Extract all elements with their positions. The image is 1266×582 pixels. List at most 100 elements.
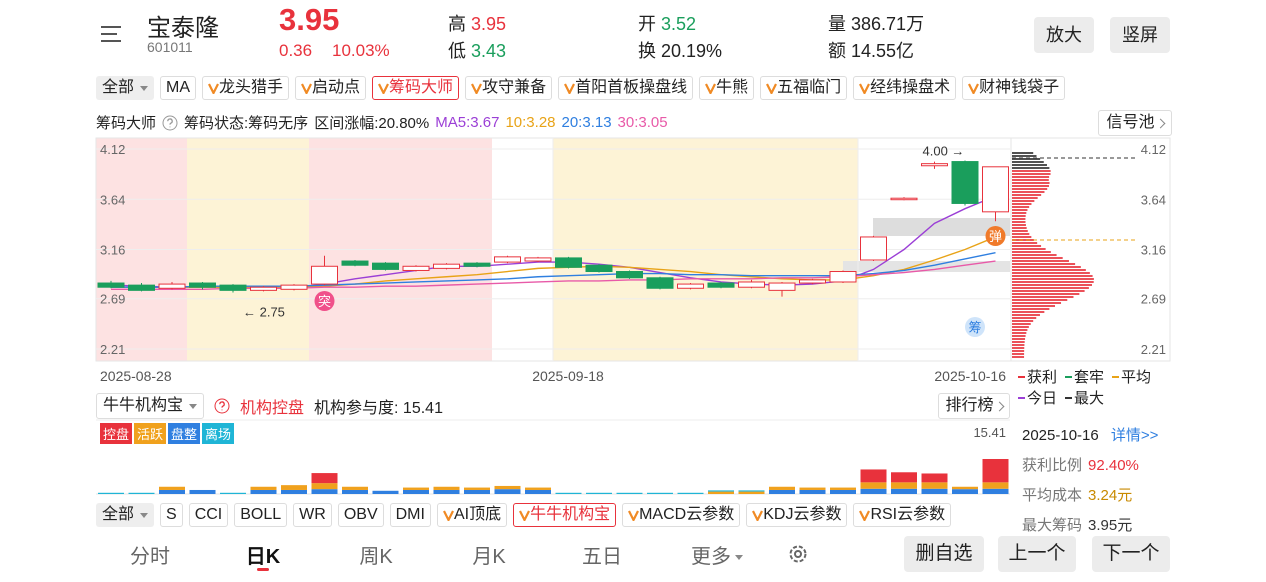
chip-date: 2025-10-16 — [1022, 427, 1099, 444]
label: 换 — [638, 41, 656, 61]
inst-bar — [677, 492, 704, 494]
action-button[interactable]: 删自选 — [904, 536, 984, 572]
label: 启动点 — [312, 79, 361, 96]
tab[interactable]: 五日 — [582, 546, 622, 568]
candle-body — [555, 257, 582, 268]
candle-body — [311, 265, 338, 285]
menu-icon[interactable] — [101, 26, 121, 42]
inst-bar — [616, 492, 643, 494]
high: 3.95 — [471, 14, 507, 34]
label: 获利比例 — [1022, 457, 1083, 474]
candle-body — [402, 265, 430, 271]
indicator-chip[interactable]: 筹码大师 — [372, 76, 460, 100]
indicator-chip[interactable]: 财神钱袋子 — [962, 76, 1066, 100]
chip-bar — [1012, 311, 1045, 313]
tab[interactable]: 日K — [245, 546, 281, 568]
tab[interactable]: 周K — [359, 546, 393, 568]
chip-bar — [1012, 185, 1049, 187]
v-icon — [301, 83, 313, 94]
candle-body — [219, 284, 247, 291]
price: 3.95 — [279, 2, 340, 37]
help-icon[interactable] — [214, 398, 230, 414]
detail-link[interactable]: 详情>> — [1110, 427, 1159, 444]
chip-bar — [1012, 266, 1081, 268]
indicator-chip[interactable]: 龙头猎手 — [202, 76, 290, 100]
chip-bar — [1012, 161, 1044, 163]
indicator-chip[interactable]: CCI — [188, 503, 229, 527]
indicator-chip[interactable]: KDJ云参数 — [746, 503, 848, 527]
inst-dropdown[interactable]: 牛牛机构宝 — [96, 393, 205, 419]
legend-item: 平均 — [1112, 366, 1151, 387]
settings-icon[interactable] — [786, 542, 810, 566]
inst-bar — [433, 489, 460, 494]
indicator-chip[interactable]: DMI — [389, 503, 431, 527]
label: BOLL — [240, 506, 282, 523]
label: 全部 — [102, 506, 135, 523]
tab[interactable]: 更多 — [682, 540, 752, 569]
chip-bar — [1012, 197, 1038, 199]
indicator-chip[interactable]: OBV — [337, 503, 384, 527]
chip-bar — [1012, 188, 1048, 190]
label: MACD云参数 — [639, 506, 735, 523]
indicator-chip[interactable]: 五福临门 — [760, 76, 848, 100]
indicator-chip[interactable]: 攻守兼备 — [465, 76, 553, 100]
label: 开 — [638, 14, 656, 34]
y-tick-label: 2.69 — [100, 292, 125, 307]
y-tick-label: 3.16 — [1141, 243, 1166, 258]
dropdown[interactable]: 全部 — [96, 76, 155, 100]
indicator-chip[interactable]: BOLL — [234, 503, 288, 527]
change: 0.36 — [279, 41, 313, 60]
v-icon — [442, 510, 454, 521]
chip-bar — [1012, 278, 1094, 280]
v-icon — [564, 83, 576, 94]
indicator-chip[interactable]: MA — [160, 76, 197, 100]
legend-label: 平均 — [1121, 369, 1152, 386]
dropdown[interactable]: 全部 — [96, 503, 155, 527]
indicator-chip[interactable]: S — [160, 503, 183, 527]
tab[interactable]: 分时 — [130, 546, 170, 568]
indicator-chip[interactable]: 启动点 — [295, 76, 367, 100]
x-tick-label: 2025-10-16 — [934, 368, 1006, 384]
tab[interactable]: 月K — [472, 546, 506, 568]
candle-body — [524, 257, 552, 262]
indicator-chip[interactable]: MACD云参数 — [622, 503, 741, 527]
signal-button[interactable]: 信号池 — [1098, 110, 1172, 136]
y-tick-label: 15.41 — [973, 425, 1006, 440]
indicator-chip[interactable]: AI顶底 — [436, 503, 508, 527]
value: 92.40% — [1088, 457, 1139, 474]
chip-bar — [1012, 248, 1046, 250]
label: 最大筹码 — [1022, 517, 1083, 534]
label: 牛熊 — [716, 79, 749, 96]
label: 五福临门 — [777, 79, 842, 96]
indicator-chip[interactable]: 牛牛机构宝 — [513, 503, 617, 527]
indicator-chip[interactable]: 首阳首板操盘线 — [558, 76, 694, 100]
indicator-chip[interactable]: RSI云参数 — [853, 503, 952, 527]
label: MA — [166, 79, 191, 96]
inst-bar — [830, 487, 856, 490]
label: OBV — [343, 506, 378, 523]
indicator-chip[interactable]: 经纬操盘术 — [853, 76, 957, 100]
help-icon[interactable] — [162, 115, 178, 131]
candle-body — [585, 264, 613, 273]
inst-bar — [952, 489, 978, 494]
legend-tag: 活跃 — [134, 423, 167, 444]
label: 牛牛机构宝 — [103, 397, 184, 414]
action-button[interactable]: 下一个 — [1092, 536, 1170, 572]
rank-button[interactable]: 排行榜 — [938, 393, 1010, 419]
action-button[interactable]: 上一个 — [998, 536, 1076, 572]
inst-bar — [403, 487, 429, 490]
chip-bar — [1012, 167, 1050, 169]
zoom-button[interactable]: 放大 — [1034, 17, 1094, 53]
inst-bar — [708, 490, 734, 492]
ma-label: 20:3.13 — [561, 114, 612, 131]
portrait-button[interactable]: 竖屏 — [1110, 17, 1170, 53]
indicator-chip[interactable]: 牛熊 — [699, 76, 755, 100]
candle-body — [982, 166, 1009, 213]
indicator-chip[interactable]: WR — [293, 503, 332, 527]
range: 区间涨幅:20.80% — [314, 115, 430, 132]
chip-bar — [1012, 314, 1040, 316]
chip-bar — [1012, 341, 1025, 343]
candle-body — [677, 283, 704, 289]
chip-bar — [1012, 206, 1030, 208]
